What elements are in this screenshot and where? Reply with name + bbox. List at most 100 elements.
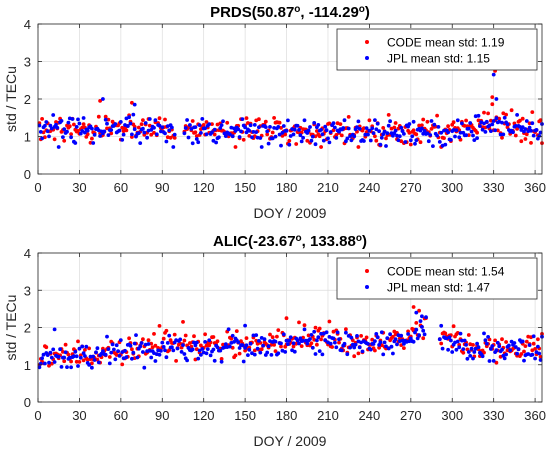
data-point: [218, 126, 223, 130]
data-point: [248, 341, 253, 346]
data-point: [402, 342, 406, 346]
data-point: [288, 134, 293, 138]
data-point: [280, 134, 285, 138]
data-point: [78, 355, 83, 360]
data-point: [446, 124, 450, 129]
data-point: [40, 356, 44, 361]
data-point: [128, 121, 133, 126]
data-point: [283, 350, 288, 354]
data-point: [85, 128, 90, 133]
data-point: [316, 335, 321, 340]
data-point: [270, 335, 275, 340]
data-point: [385, 336, 390, 340]
data-point: [418, 140, 423, 145]
data-point: [266, 141, 271, 146]
data-point: [90, 365, 94, 370]
data-point: [45, 353, 50, 357]
data-point: [132, 341, 137, 346]
data-point: [254, 333, 259, 337]
data-point: [101, 349, 105, 353]
legend-box: [336, 257, 538, 300]
data-point: [384, 344, 388, 349]
data-point: [212, 132, 217, 137]
data-point: [248, 123, 253, 128]
data-point: [153, 118, 158, 123]
data-point: [252, 352, 257, 357]
data-point: [439, 341, 444, 346]
data-point: [486, 335, 490, 339]
data-point: [326, 136, 330, 141]
data-point: [76, 339, 80, 344]
data-point: [462, 338, 467, 343]
data-point: [287, 138, 292, 143]
data-point: [286, 118, 290, 123]
data-point: [429, 119, 434, 123]
data-point: [196, 356, 201, 361]
data-point: [439, 323, 444, 328]
data-point: [95, 346, 100, 351]
data-point: [277, 132, 282, 137]
data-point: [157, 352, 162, 357]
data-point: [312, 121, 317, 125]
data-point: [454, 347, 459, 352]
data-point: [87, 346, 91, 351]
data-point: [214, 140, 219, 145]
data-point: [54, 122, 58, 127]
data-point: [384, 136, 388, 141]
data-point: [464, 118, 468, 123]
data-point: [261, 343, 265, 348]
data-point: [123, 348, 127, 353]
data-point: [252, 348, 257, 353]
data-point: [381, 126, 386, 130]
data-point: [73, 349, 78, 354]
data-point: [504, 112, 508, 117]
data-point: [62, 359, 67, 364]
series-jpl: [37, 72, 544, 149]
data-point: [81, 122, 86, 126]
data-point: [103, 114, 108, 119]
data-point: [292, 127, 297, 132]
data-point: [425, 131, 430, 136]
data-point: [516, 347, 521, 352]
data-point: [241, 359, 246, 364]
data-point: [317, 326, 322, 331]
data-point: [395, 342, 399, 347]
data-point: [159, 349, 163, 353]
data-point: [352, 134, 357, 139]
data-point: [527, 343, 532, 347]
data-point: [523, 344, 528, 348]
data-point: [421, 336, 426, 341]
data-point: [146, 338, 151, 343]
data-point: [205, 347, 210, 351]
data-point: [164, 355, 169, 360]
data-point: [219, 357, 224, 361]
data-point: [117, 354, 122, 358]
data-point: [491, 359, 496, 363]
data-point: [538, 130, 543, 135]
data-point: [203, 332, 208, 337]
data-point: [371, 131, 376, 136]
data-point: [244, 343, 249, 348]
data-point: [345, 352, 350, 357]
data-point: [386, 113, 391, 117]
data-point: [132, 102, 137, 107]
data-point: [170, 125, 174, 130]
data-point: [536, 344, 540, 349]
data-point: [61, 135, 65, 140]
data-point: [420, 126, 424, 131]
data-point: [342, 341, 347, 346]
legend: CODE mean std: 1.19 JPL mean std: 1.15: [336, 28, 538, 71]
data-point: [221, 119, 225, 124]
data-point: [200, 347, 205, 351]
data-point: [279, 344, 283, 349]
data-point: [91, 354, 96, 359]
y-tick-label: 1: [24, 130, 31, 145]
data-point: [490, 344, 495, 348]
data-point: [145, 349, 150, 353]
data-point: [76, 129, 80, 133]
data-point: [125, 124, 130, 128]
data-point: [443, 142, 448, 147]
data-point: [141, 118, 145, 122]
data-point: [201, 123, 206, 127]
data-point: [190, 141, 195, 146]
